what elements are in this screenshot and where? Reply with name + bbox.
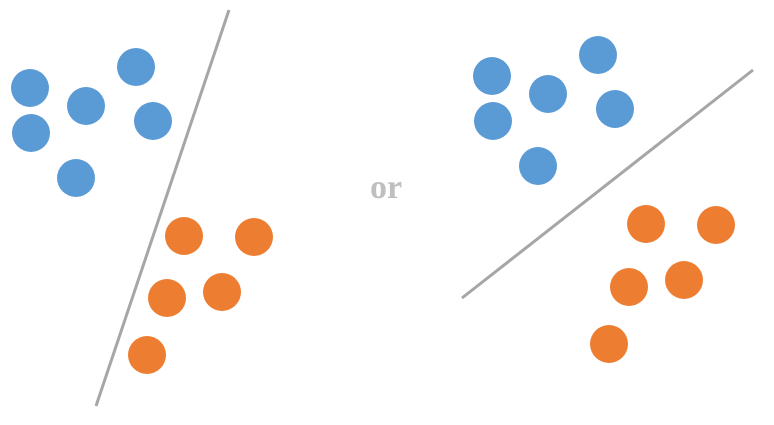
- left-decision-boundary: [94, 9, 231, 407]
- class-a-point: [67, 87, 105, 125]
- left-panel: [11, 9, 273, 407]
- class-a-point: [579, 36, 617, 74]
- class-b-point: [627, 205, 665, 243]
- class-a-point: [474, 102, 512, 140]
- right-panel: [461, 36, 754, 363]
- class-b-point: [665, 261, 703, 299]
- class-a-point: [134, 102, 172, 140]
- left-class-a-points: [11, 48, 172, 197]
- class-b-point: [697, 206, 735, 244]
- class-a-point: [11, 69, 49, 107]
- class-b-point: [235, 218, 273, 256]
- class-b-point: [203, 273, 241, 311]
- class-a-point: [519, 147, 557, 185]
- class-b-point: [165, 217, 203, 255]
- class-a-point: [596, 90, 634, 128]
- right-class-a-points: [473, 36, 634, 185]
- right-decision-boundary: [461, 68, 754, 300]
- class-a-point: [12, 114, 50, 152]
- class-a-point: [117, 48, 155, 86]
- class-b-point: [610, 268, 648, 306]
- left-class-b-points: [128, 217, 273, 374]
- class-a-point: [529, 75, 567, 113]
- class-b-point: [148, 279, 186, 317]
- class-b-point: [590, 325, 628, 363]
- right-class-b-points: [590, 205, 735, 363]
- separator-word: or: [370, 169, 402, 206]
- class-a-point: [57, 159, 95, 197]
- class-a-point: [473, 57, 511, 95]
- class-b-point: [128, 336, 166, 374]
